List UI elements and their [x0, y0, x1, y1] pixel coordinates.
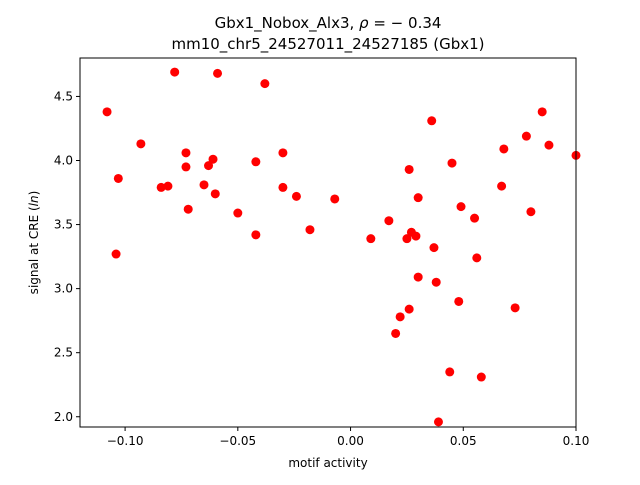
data-point [413, 272, 423, 282]
chart-title-line-1: Gbx1_Nobox_Alx3, ρ = − 0.34 [215, 14, 442, 33]
data-point [526, 207, 536, 217]
data-point [181, 148, 191, 158]
data-point [510, 303, 520, 313]
data-point [156, 182, 166, 192]
data-point [170, 67, 180, 77]
chart-title-line-2: mm10_chr5_24527011_24527185 (Gbx1) [171, 35, 484, 54]
data-point [431, 277, 441, 287]
y-tick-label: 4.0 [54, 154, 73, 168]
data-point [102, 107, 112, 117]
data-point [210, 189, 220, 199]
data-point [411, 231, 421, 241]
data-point [429, 243, 439, 253]
data-point [305, 225, 315, 235]
data-point [537, 107, 547, 117]
data-point [497, 181, 507, 191]
data-point [213, 68, 223, 78]
x-tick-label: −0.10 [107, 434, 144, 448]
y-tick-label: 2.0 [54, 410, 73, 424]
data-point [404, 164, 414, 174]
data-point [472, 253, 482, 263]
data-point [445, 367, 455, 377]
x-tick-label: 0.00 [337, 434, 364, 448]
data-point [447, 158, 457, 168]
data-point [521, 131, 531, 141]
data-point [251, 230, 261, 240]
y-axis: 2.0 2.5 3.0 3.5 4.0 4.5 [54, 89, 80, 424]
data-point [384, 216, 394, 226]
data-point [391, 328, 401, 338]
data-point [330, 194, 340, 204]
data-point [208, 154, 218, 164]
data-point [413, 193, 423, 203]
data-point [291, 191, 301, 201]
y-tick-label: 3.5 [54, 218, 73, 232]
data-point [395, 312, 405, 322]
y-tick-label: 4.5 [54, 89, 73, 103]
x-tick-label: 0.10 [563, 434, 590, 448]
data-point [163, 181, 173, 191]
data-point [113, 173, 123, 183]
data-point [476, 372, 486, 382]
data-point [204, 161, 214, 171]
data-point [499, 144, 509, 154]
data-point [402, 234, 412, 244]
axes-frame [79, 57, 577, 428]
data-points [102, 67, 581, 427]
y-tick-label: 3.0 [54, 282, 73, 296]
data-point [433, 417, 443, 427]
data-point [181, 162, 191, 172]
data-point [260, 79, 270, 89]
y-tick-label: 2.5 [54, 346, 73, 360]
x-tick-label: −0.05 [219, 434, 256, 448]
data-point [183, 204, 193, 214]
data-point [456, 202, 466, 212]
data-point [454, 296, 464, 306]
data-point [278, 148, 288, 158]
data-point [199, 180, 209, 190]
x-tick-label: 0.05 [450, 434, 477, 448]
data-point [251, 157, 261, 167]
data-point [278, 182, 288, 192]
data-point [427, 116, 437, 126]
x-axis-label: motif activity [288, 456, 367, 470]
y-axis-label: signal at CRE (ln) [27, 191, 41, 295]
data-point [111, 249, 121, 259]
data-point [366, 234, 376, 244]
x-axis: −0.10 −0.05 0.00 0.05 0.10 [107, 427, 590, 448]
data-point [470, 213, 480, 223]
data-point [544, 140, 554, 150]
data-point [136, 139, 146, 149]
data-point [233, 208, 243, 218]
data-point [404, 304, 414, 314]
plot-area [79, 57, 581, 428]
